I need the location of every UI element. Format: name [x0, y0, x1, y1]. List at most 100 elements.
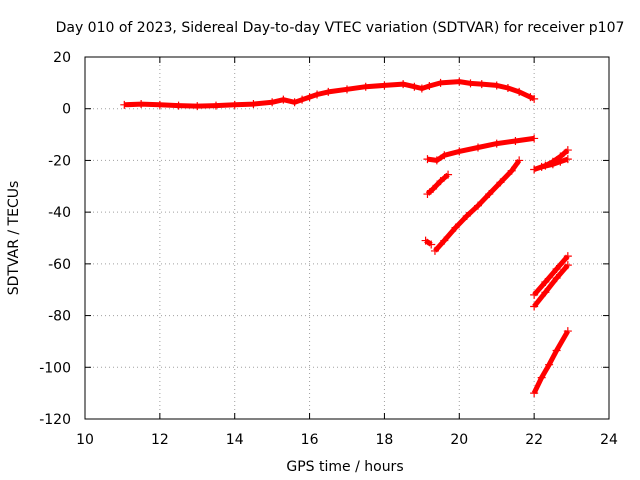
- track-1-point: [530, 94, 539, 103]
- track-10-point: [545, 360, 554, 369]
- y-tick-label: -80: [48, 309, 71, 325]
- track-4-point: [496, 178, 505, 187]
- track-8-point: [541, 277, 550, 286]
- track-2-point: [474, 143, 482, 152]
- track-4-point: [430, 246, 439, 255]
- track-7-point: [548, 160, 557, 169]
- track-10-point: [563, 327, 572, 336]
- track-9-point: [530, 302, 539, 311]
- track-1-point: [249, 100, 258, 109]
- track-6-point: [530, 165, 539, 174]
- track-3-point: [444, 170, 453, 179]
- track-10-point: [552, 346, 561, 355]
- y-tick-label: -20: [48, 153, 71, 169]
- track-4-point: [485, 190, 494, 199]
- track-1-point: [155, 100, 164, 109]
- track-1-point: [477, 80, 486, 89]
- track-1-point: [279, 95, 288, 104]
- track-3-line: [425, 172, 450, 196]
- track-2-point: [440, 151, 449, 160]
- x-tick-label: 20: [450, 432, 468, 448]
- x-tick-label: 12: [151, 432, 169, 448]
- track-1-point: [268, 98, 277, 107]
- track-1-point: [324, 87, 333, 96]
- track-8-point: [552, 265, 561, 274]
- track-4-point: [462, 212, 471, 221]
- y-tick-label: -120: [39, 412, 71, 428]
- track-1-point: [425, 81, 434, 90]
- y-tick-label: 20: [53, 50, 71, 66]
- track-1-point: [417, 84, 426, 93]
- y-tick-label: -40: [48, 205, 71, 221]
- track-3-point: [436, 177, 445, 186]
- track-1-point: [174, 101, 183, 110]
- track-7-point: [563, 155, 572, 164]
- track-1-point: [503, 84, 512, 93]
- track-2-point: [530, 134, 539, 143]
- track-5-line: [424, 238, 433, 247]
- track-3-point: [423, 190, 432, 199]
- track-1-point: [230, 100, 239, 109]
- track-9-point: [563, 261, 572, 270]
- track-1-point: [290, 98, 299, 107]
- track-2-point: [455, 147, 464, 156]
- track-5-point: [421, 236, 430, 245]
- track-1-point: [399, 80, 408, 89]
- track-9-line: [532, 263, 570, 309]
- track-1-line: [124, 79, 536, 109]
- y-tick-label: 0: [62, 102, 71, 118]
- track-2-point: [511, 137, 520, 146]
- track-1-point: [120, 100, 129, 109]
- track-1-point: [526, 93, 535, 102]
- track-4-point: [507, 166, 516, 175]
- x-tick-label: 10: [76, 432, 94, 448]
- track-9-point: [541, 288, 550, 297]
- track-10-point: [530, 389, 539, 398]
- track-9-point: [552, 274, 561, 283]
- track-2-point: [423, 155, 432, 164]
- track-1-point: [380, 81, 389, 90]
- track-1-point: [515, 87, 524, 96]
- x-tick-label: 18: [376, 432, 394, 448]
- track-4-point: [440, 236, 449, 245]
- x-axis-label: GPS time / hours: [286, 459, 403, 475]
- track-6-point: [563, 146, 572, 155]
- track-1-point: [410, 82, 419, 91]
- track-3-point: [429, 184, 438, 193]
- track-4-point: [474, 201, 482, 210]
- track-10-point: [537, 373, 546, 382]
- track-1-point: [313, 90, 322, 99]
- track-1-point: [343, 85, 351, 94]
- track-7-line: [541, 156, 569, 170]
- track-8-point: [530, 290, 539, 299]
- track-2-point: [492, 139, 501, 148]
- track-1-point: [455, 77, 464, 86]
- track-1-point: [137, 100, 146, 109]
- track-8-point: [563, 252, 572, 261]
- data-series: [120, 77, 572, 398]
- track-2-point: [432, 156, 441, 165]
- y-axis-label: SDTVAR / TECUs: [6, 181, 22, 296]
- track-1-point: [298, 95, 307, 104]
- x-tick-label: 22: [525, 432, 543, 448]
- chart-title: Day 010 of 2023, Sidereal Day-to-day VTE…: [56, 20, 625, 36]
- x-tick-label: 14: [226, 432, 244, 448]
- x-tick-label: 24: [600, 432, 618, 448]
- x-tick-label: 16: [301, 432, 319, 448]
- y-tick-label: -100: [39, 360, 71, 376]
- track-4-point: [515, 156, 524, 165]
- track-1-point: [305, 93, 314, 102]
- track-10-line: [531, 329, 570, 395]
- track-8-line: [532, 254, 570, 297]
- track-1-point: [466, 79, 475, 88]
- track-2-line: [427, 135, 535, 163]
- track-1-point: [212, 101, 220, 110]
- plot-frame: [84, 56, 610, 420]
- grid-lines: [85, 57, 609, 419]
- track-4-point: [451, 223, 460, 232]
- track-1-point: [193, 102, 202, 111]
- track-1-point: [361, 82, 370, 91]
- track-1-point: [436, 78, 445, 87]
- track-7-point: [537, 162, 546, 171]
